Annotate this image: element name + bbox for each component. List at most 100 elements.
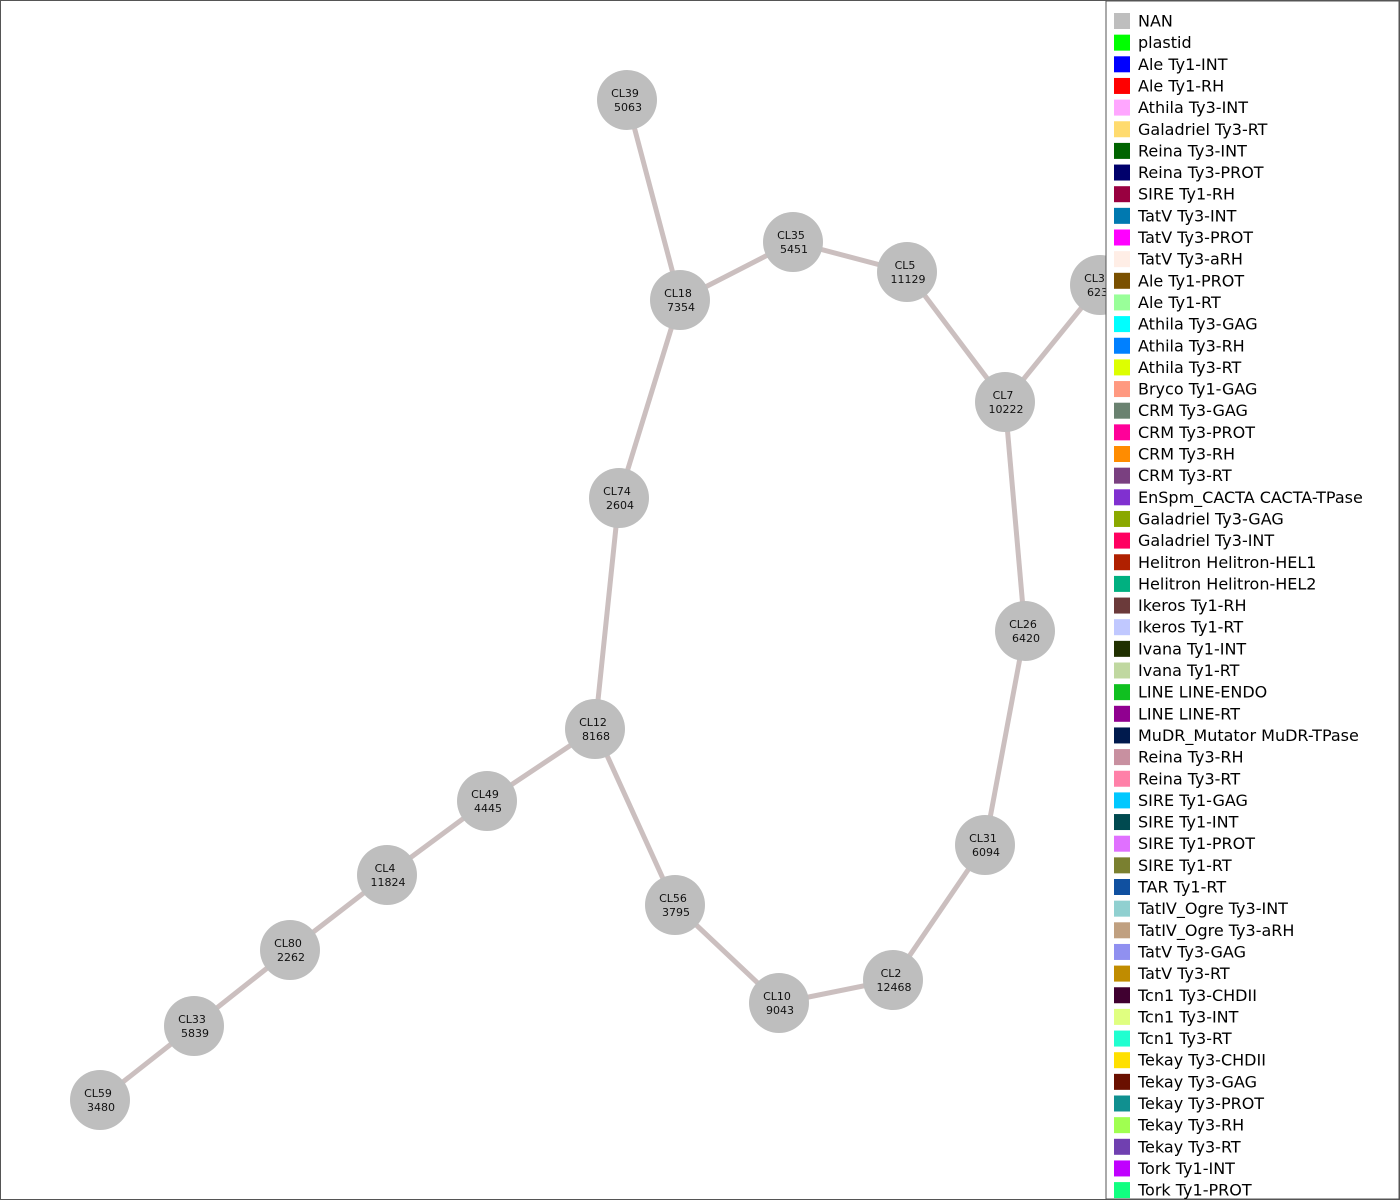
node-count: 12468 [877,981,912,994]
legend-label: MuDR_Mutator MuDR-TPase [1138,726,1359,746]
legend-swatch [1114,13,1130,29]
edge [1002,401,1028,632]
legend-label: Ikeros Ty1-RT [1138,618,1243,637]
legend-label: Reina Ty3-PROT [1138,163,1264,182]
legend-swatch [1114,922,1130,939]
node [589,468,649,528]
legend-label: CRM Ty3-GAG [1138,401,1248,420]
legend-label: CRM Ty3-PROT [1138,423,1255,442]
legend-label: TAR Ty1-RT [1137,878,1226,897]
legend-swatch [1114,640,1130,657]
legend-swatch [1114,186,1130,203]
legend-swatch [1114,229,1130,246]
legend-swatch [1114,987,1130,1004]
legend-label: LINE LINE-ENDO [1138,683,1267,702]
legend-label: TatIV_Ogre Ty3-INT [1137,899,1288,919]
edge [624,99,683,301]
legend-label: NAN [1138,12,1173,31]
legend-label: EnSpm_CACTA CACTA-TPase [1138,488,1363,508]
legend-swatch [1114,56,1130,73]
node-label: CL30 [1084,272,1112,285]
node-count: 5839 [181,1027,209,1040]
legend-label: TatV Ty3-PROT [1137,228,1253,247]
legend-label: Tekay Ty3-PROT [1137,1094,1264,1113]
node-label: CL31 [969,832,997,845]
node [565,699,625,759]
legend-swatch [1114,1095,1130,1112]
legend-label: Athila Ty3-GAG [1138,315,1258,334]
legend-swatch [1114,770,1130,787]
legend-swatch [1114,943,1130,960]
legend-label: Ale Ty1-INT [1138,55,1228,74]
node-count: 2604 [606,499,634,512]
edge [592,727,678,907]
node-label: CL2 [881,967,902,980]
legend-swatch [1114,316,1130,333]
legend-label: LINE LINE-RT [1138,704,1240,723]
legend-panel [1105,0,1400,1200]
node [650,270,710,330]
node-label: CL10 [763,990,791,1003]
legend-label: Reina Ty3-RT [1138,769,1240,788]
node [955,815,1015,875]
legend-swatch [1114,294,1130,311]
edge [616,299,683,499]
legend-label: Tekay Ty3-CHDII [1137,1051,1266,1070]
legend-label: Tekay Ty3-GAG [1137,1072,1257,1091]
legend-swatch [1114,359,1130,376]
legend-swatch [1114,77,1130,94]
legend-swatch [1114,857,1130,874]
node-count: 7354 [667,301,695,314]
legend-label: Tekay Ty3-RT [1137,1137,1241,1156]
legend-swatch [1114,337,1130,354]
node-count: 10222 [989,403,1024,416]
legend-label: Athila Ty3-RT [1138,358,1242,377]
node-label: CL12 [579,716,607,729]
node-label: CL49 [471,788,499,801]
node-count: 5063 [614,101,642,114]
legend-swatch [1114,381,1130,398]
legend-label: Ale Ty1-PROT [1138,271,1244,290]
node-count: 6094 [972,846,1000,859]
node-label: CL74 [603,485,631,498]
node-label: CL5 [895,259,916,272]
legend-swatch [1114,1138,1130,1155]
legend-swatch [1114,510,1130,527]
legend-label: Ale Ty1-RH [1138,76,1224,95]
legend-swatch [1114,1117,1130,1134]
legend-swatch [1114,99,1130,116]
legend-label: TatV Ty3-aRH [1137,250,1243,269]
node-label: CL59 [84,1087,112,1100]
legend-label: Helitron Helitron-HEL1 [1138,553,1316,572]
node-label: CL18 [664,287,692,300]
legend-swatch [1114,1030,1130,1047]
legend-swatch [1114,164,1130,181]
node-label: CL26 [1009,618,1037,631]
node [975,372,1035,432]
legend-label: Tork Ty1-INT [1137,1159,1235,1178]
legend-label: Bryco Ty1-GAG [1138,380,1257,399]
legend-swatch [1114,1182,1130,1199]
legend-label: Tork Ty1-PROT [1137,1181,1252,1200]
legend-label: plastid [1138,33,1192,52]
legend-swatch [1114,749,1130,766]
node-count: 5451 [780,243,808,256]
node [645,875,705,935]
legend-swatch [1114,597,1130,614]
legend-swatch [1114,965,1130,982]
legend-swatch [1114,446,1130,462]
legend-swatch [1114,1008,1130,1025]
node-count: 9043 [766,1004,794,1017]
node-count: 4445 [474,802,502,815]
legend-swatch [1114,34,1130,51]
legend-swatch [1114,402,1130,419]
legend-label: Ikeros Ty1-RH [1138,596,1247,615]
legend-swatch [1114,900,1130,917]
node [749,973,809,1033]
node [457,771,517,831]
edge [592,497,622,730]
node-count: 11824 [371,876,406,889]
legend-label: Tcn1 Ty3-CHDII [1137,986,1257,1005]
